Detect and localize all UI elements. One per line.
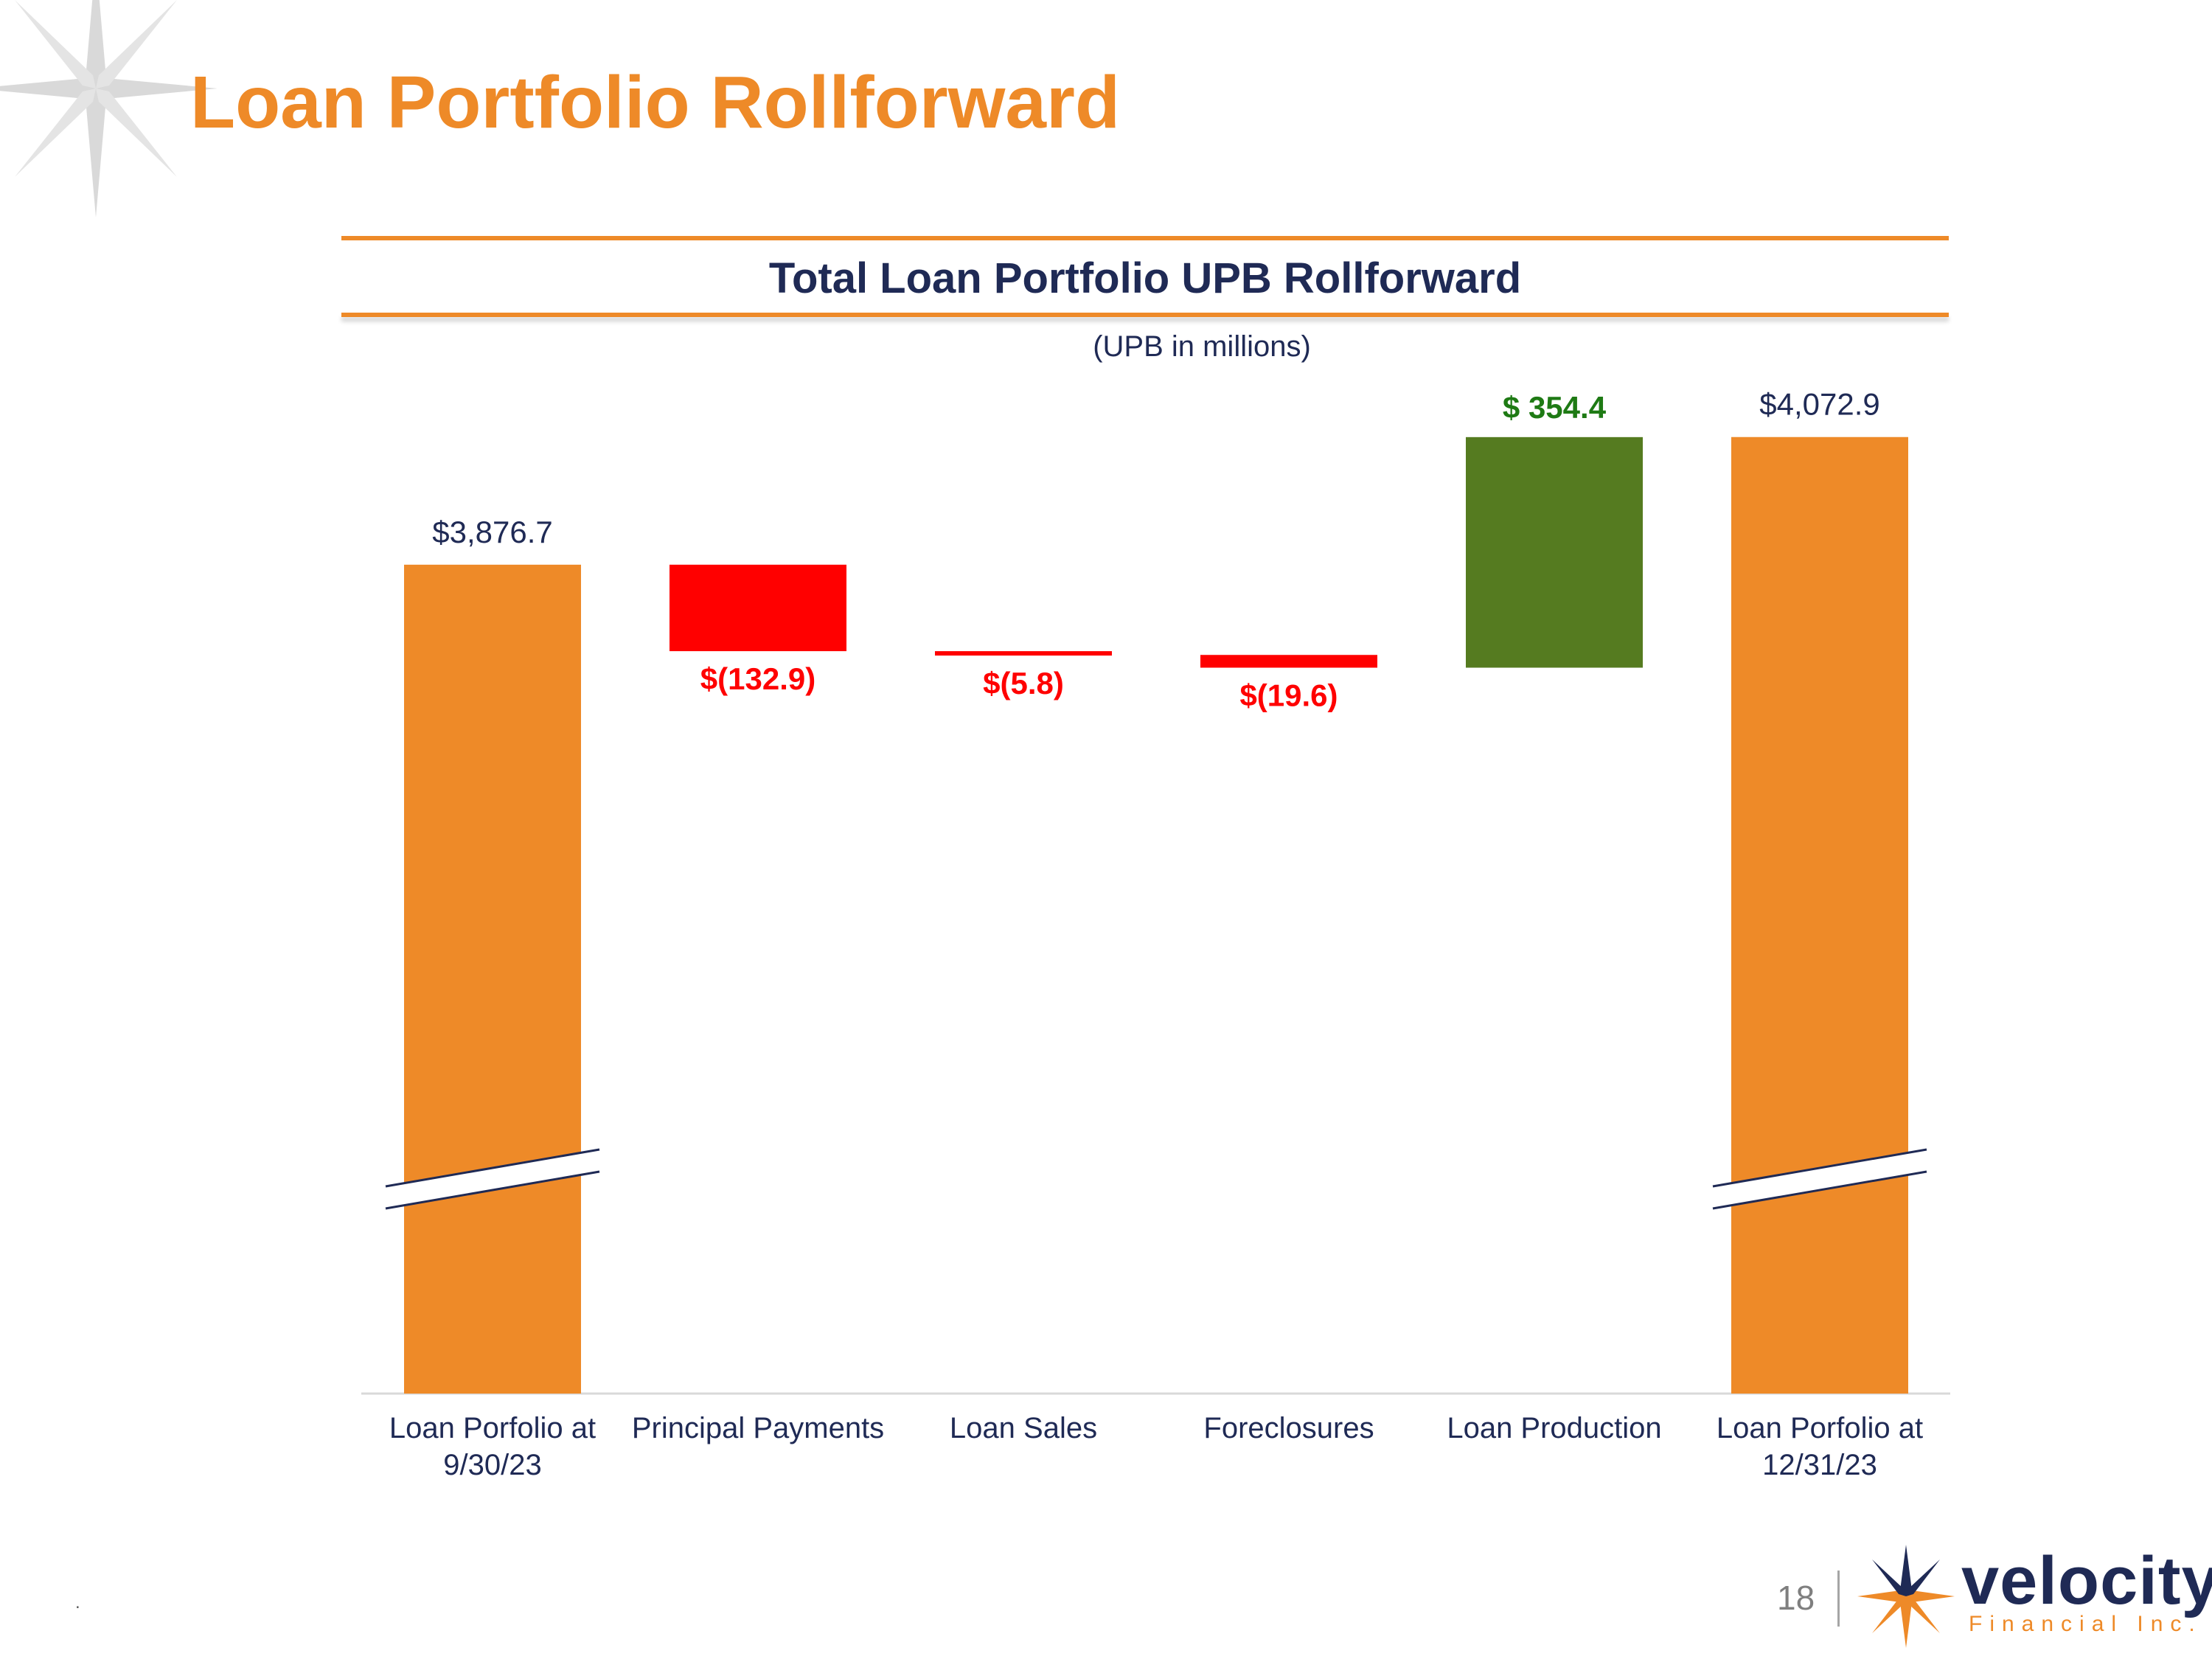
chart-subtitle: (UPB in millions) <box>1093 330 1311 363</box>
tick-label-5-1: 12/31/23 <box>1762 1449 1877 1481</box>
star-logo-decoration-icon <box>0 0 218 218</box>
logo-wordmark: velocity <box>1961 1543 2212 1618</box>
title-rule-top <box>341 236 1949 240</box>
axis-break-line-a-5 <box>1712 1148 1927 1188</box>
tick-label-2-0: Loan Sales <box>950 1412 1097 1444</box>
axis-break-line-b-5 <box>1712 1170 1927 1210</box>
page-title: Loan Portfolio Rollforward <box>190 61 1121 144</box>
tick-label-3-0: Foreclosures <box>1203 1412 1374 1444</box>
tick-label-1-0: Principal Payments <box>632 1412 884 1444</box>
tick-label-0-1: 9/30/23 <box>443 1449 541 1481</box>
bar-4 <box>1466 437 1643 668</box>
velocity-star-icon <box>1857 1545 1955 1648</box>
axis-break-gap-0 <box>386 1150 599 1208</box>
bar-1 <box>669 564 846 652</box>
tick-label-0-0: Loan Porfolio at <box>389 1412 596 1444</box>
bar-3 <box>1200 655 1377 668</box>
chart-title: Total Loan Portfolio UPB Rollforward <box>768 254 1522 302</box>
data-label-3: $(19.6) <box>1239 678 1338 713</box>
axis-break-line-b-0 <box>385 1170 600 1210</box>
data-label-5: $4,072.9 <box>1759 387 1880 422</box>
axis-break-line-a-0 <box>385 1148 600 1188</box>
axis-break-gap-5 <box>1713 1150 1927 1208</box>
title-rule-bottom <box>341 313 1949 317</box>
page-number-divider <box>1837 1571 1840 1627</box>
bar-5 <box>1731 437 1908 1394</box>
tick-label-4-0: Loan Production <box>1447 1412 1661 1444</box>
data-label-1: $(132.9) <box>700 661 815 696</box>
data-label-4: $ 354.4 <box>1503 390 1607 425</box>
logo-subtitle: Financial Inc. <box>1969 1612 2202 1636</box>
tick-label-5-0: Loan Porfolio at <box>1717 1412 1923 1444</box>
page-number: 18 <box>1777 1579 1815 1617</box>
bar-0 <box>404 564 581 1394</box>
bar-2 <box>935 651 1112 656</box>
data-label-2: $(5.8) <box>983 666 1064 700</box>
data-label-0: $3,876.7 <box>432 515 553 549</box>
footer-mark: . <box>75 1593 80 1613</box>
